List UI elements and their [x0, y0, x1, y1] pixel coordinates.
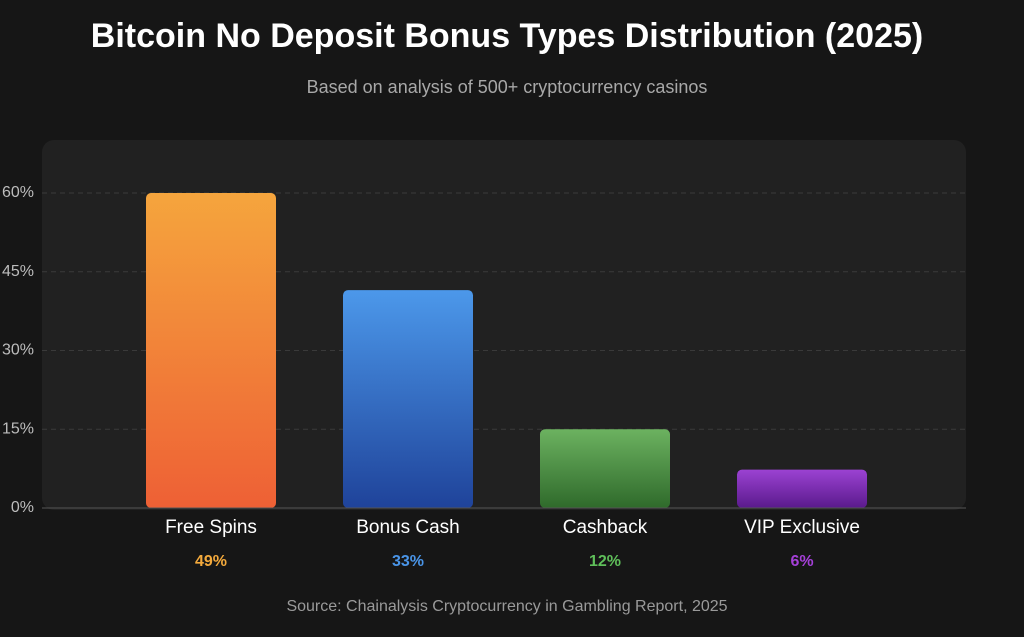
- chart-title: Bitcoin No Deposit Bonus Types Distribut…: [91, 17, 923, 55]
- percent-label: 12%: [589, 553, 621, 570]
- y-tick-label: 15%: [2, 420, 34, 437]
- x-tick-label: VIP Exclusive: [744, 517, 860, 538]
- bar: [737, 469, 867, 508]
- percent-label: 49%: [195, 553, 227, 570]
- y-tick-label: 45%: [2, 263, 34, 280]
- percent-label: 6%: [790, 553, 813, 570]
- x-tick-label: Free Spins: [165, 517, 257, 538]
- y-tick-label: 0%: [11, 499, 34, 516]
- source-note: Source: Chainalysis Cryptocurrency in Ga…: [286, 598, 727, 615]
- x-tick-label: Cashback: [563, 517, 648, 538]
- chart-subtitle: Based on analysis of 500+ cryptocurrency…: [307, 77, 708, 97]
- bar: [540, 429, 670, 508]
- x-tick-label: Bonus Cash: [356, 517, 460, 538]
- y-tick-label: 60%: [2, 184, 34, 201]
- bar: [146, 193, 276, 508]
- y-tick-label: 30%: [2, 342, 34, 359]
- bar: [343, 290, 473, 508]
- percent-label: 33%: [392, 553, 424, 570]
